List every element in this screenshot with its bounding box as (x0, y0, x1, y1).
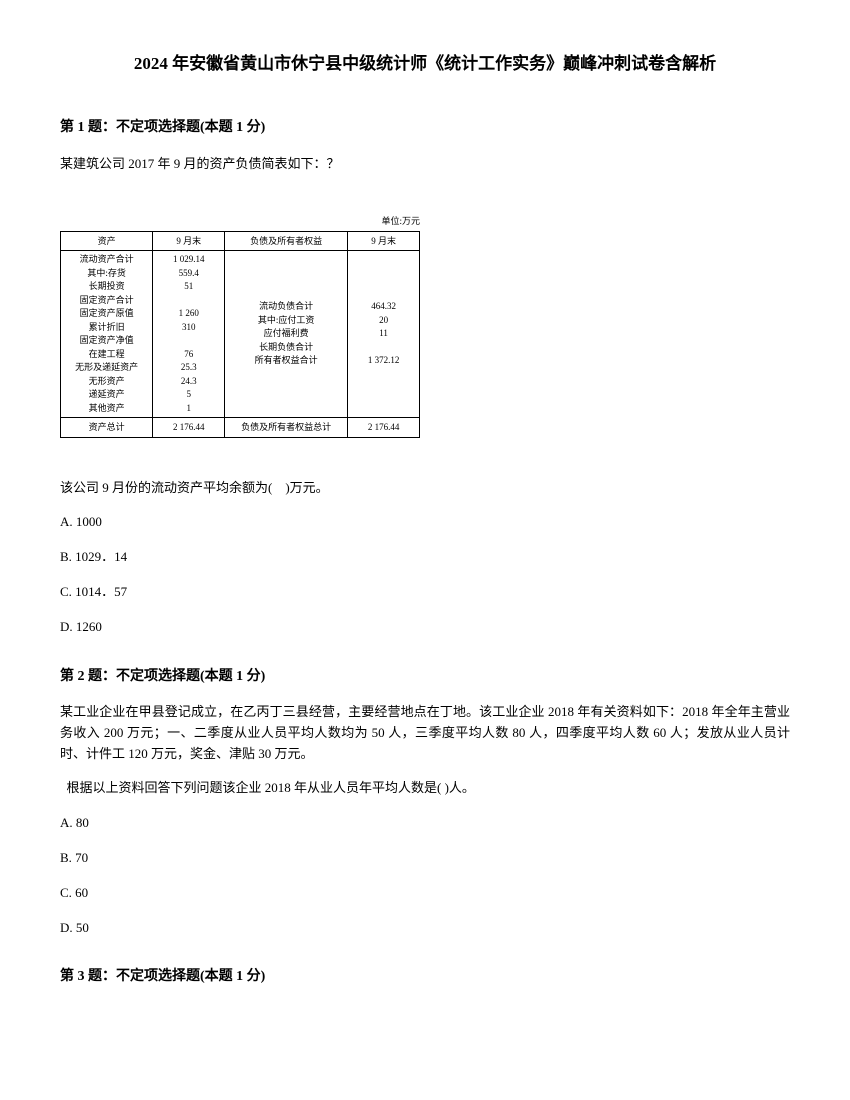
total-liab-val: 2 176.44 (348, 418, 420, 437)
q2-option-d: D. 50 (60, 918, 790, 939)
table-row: 464.32 (354, 300, 413, 314)
q2-text: 某工业企业在甲县登记成立，在乙丙丁三县经营，主要经营地点在丁地。该工业企业 20… (60, 702, 790, 764)
table-row: 20 (354, 314, 413, 328)
table-row: 在建工程 (67, 348, 146, 362)
table-row: 累计折旧 (67, 321, 146, 335)
asset-col: 流动资产合计其中:存货长期投资固定资产合计固定资产原值累计折旧固定资产净值在建工… (61, 251, 153, 418)
q3-header: 第 3 题：不定项选择题(本题 1 分) (60, 966, 790, 988)
q2-header: 第 2 题：不定项选择题(本题 1 分) (60, 666, 790, 688)
q1-option-b: B. 1029．14 (60, 547, 790, 568)
total-liab-label: 负债及所有者权益总计 (225, 418, 348, 437)
table-row: 应付福利费 (231, 327, 341, 341)
table-row: 递延资产 (67, 388, 146, 402)
table-row: 559.4 (159, 267, 218, 281)
page-title: 2024 年安徽省黄山市休宁县中级统计师《统计工作实务》巅峰冲刺试卷含解析 (60, 50, 790, 77)
th-asset: 资产 (61, 231, 153, 250)
table-row: 流动负债合计 (231, 300, 341, 314)
table-row: 24.3 (159, 375, 218, 389)
table-row: 其他资产 (67, 402, 146, 416)
table-row: 长期负债合计 (231, 341, 341, 355)
table-row: 无形资产 (67, 375, 146, 389)
q1-option-a: A. 1000 (60, 512, 790, 533)
q1-header: 第 1 题：不定项选择题(本题 1 分) (60, 117, 790, 139)
table-row: 310 (159, 321, 218, 335)
table-row: 固定资产原值 (67, 307, 146, 321)
table-row: 固定资产净值 (67, 334, 146, 348)
table-row: 25.3 (159, 361, 218, 375)
table-row: 5 (159, 388, 218, 402)
table-row (354, 341, 413, 355)
table-row: 长期投资 (67, 280, 146, 294)
q1-text: 某建筑公司 2017 年 9 月的资产负债简表如下：？ (60, 154, 790, 175)
table-row: 流动资产合计 (67, 253, 146, 267)
th-liab: 负债及所有者权益 (225, 231, 348, 250)
q1-option-d: D. 1260 (60, 617, 790, 638)
th-val1: 9 月末 (153, 231, 225, 250)
asset-val-col: 1 029.14559.451 1 260310 7625.324.351 (153, 251, 225, 418)
total-asset-val: 2 176.44 (153, 418, 225, 437)
q2-option-a: A. 80 (60, 813, 790, 834)
total-asset-label: 资产总计 (61, 418, 153, 437)
liab-val-col: 464.322011 1 372.12 (348, 251, 420, 418)
table-row: 1 260 (159, 307, 218, 321)
table-row: 1 372.12 (354, 354, 413, 368)
table-row: 1 (159, 402, 218, 416)
table-row: 11 (354, 327, 413, 341)
table-row: 所有者权益合计 (231, 354, 341, 368)
table-row: 其中:存货 (67, 267, 146, 281)
table-row: 51 (159, 280, 218, 294)
balance-table: 资产 9 月末 负债及所有者权益 9 月末 流动资产合计其中:存货长期投资固定资… (60, 231, 420, 438)
q2-subtext: 根据以上资料回答下列问题该企业 2018 年从业人员年平均人数是( )人。 (60, 778, 790, 799)
q2-option-b: B. 70 (60, 848, 790, 869)
q1-option-c: C. 1014．57 (60, 582, 790, 603)
table-row (159, 334, 218, 348)
table-row: 固定资产合计 (67, 294, 146, 308)
table-row: 1 029.14 (159, 253, 218, 267)
table-row (159, 294, 218, 308)
table-row: 76 (159, 348, 218, 362)
th-val2: 9 月末 (348, 231, 420, 250)
table-row: 其中:应付工资 (231, 314, 341, 328)
q1-question: 该公司 9 月份的流动资产平均余额为( )万元。 (60, 478, 790, 499)
liab-col: 流动负债合计其中:应付工资应付福利费长期负债合计所有者权益合计 (225, 251, 348, 418)
q2-option-c: C. 60 (60, 883, 790, 904)
table-row: 无形及递延资产 (67, 361, 146, 375)
table-unit-label: 单位:万元 (60, 214, 420, 228)
